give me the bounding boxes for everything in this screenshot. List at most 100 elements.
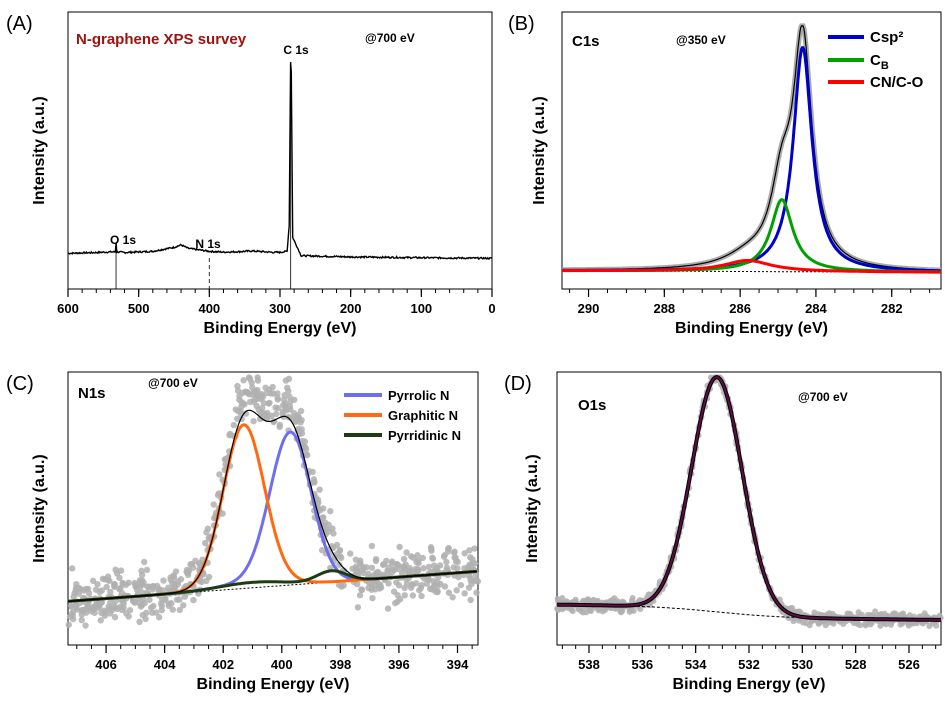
data-point bbox=[173, 596, 181, 603]
data-point bbox=[795, 617, 802, 624]
data-point bbox=[443, 558, 450, 566]
data-point bbox=[244, 389, 251, 396]
data-point bbox=[430, 562, 438, 569]
data-point bbox=[862, 620, 869, 627]
x-tick-label: 200 bbox=[340, 301, 362, 316]
data-point bbox=[144, 583, 151, 590]
data-point bbox=[576, 606, 583, 613]
data-point bbox=[184, 571, 192, 579]
data-point bbox=[280, 401, 287, 409]
data-point bbox=[183, 566, 191, 573]
data-point bbox=[70, 593, 77, 600]
x-tick-label: 394 bbox=[447, 657, 469, 672]
data-point bbox=[256, 415, 264, 423]
data-point bbox=[452, 558, 460, 565]
data-point bbox=[323, 526, 330, 533]
data-point bbox=[336, 561, 343, 568]
data-point bbox=[637, 606, 644, 613]
x-tick-label: 534 bbox=[685, 657, 707, 672]
data-point bbox=[830, 620, 837, 627]
data-point bbox=[176, 606, 183, 614]
data-point bbox=[369, 594, 376, 602]
data-point bbox=[594, 597, 601, 604]
y-axis-label: Intensity (a.u.) bbox=[524, 454, 541, 562]
data-point bbox=[126, 606, 134, 614]
data-point bbox=[210, 501, 217, 508]
data-point bbox=[253, 402, 260, 410]
fit-outline bbox=[557, 375, 941, 622]
data-point bbox=[473, 589, 480, 596]
data-point bbox=[297, 419, 304, 426]
data-point bbox=[67, 602, 75, 610]
data-point bbox=[471, 545, 478, 552]
data-point bbox=[80, 587, 88, 594]
x-tick-label: 284 bbox=[805, 301, 827, 316]
data-point bbox=[877, 622, 884, 629]
y-axis-label: Intensity (a.u.) bbox=[31, 96, 48, 204]
data-point bbox=[347, 550, 354, 557]
data-point bbox=[425, 563, 432, 571]
data-point bbox=[450, 564, 457, 571]
data-point bbox=[466, 547, 473, 554]
data-point bbox=[149, 583, 156, 590]
data-point bbox=[262, 384, 269, 391]
data-point bbox=[113, 570, 121, 577]
data-point bbox=[165, 602, 173, 610]
data-point bbox=[303, 451, 310, 458]
x-tick-label: 290 bbox=[578, 301, 600, 316]
data-point bbox=[473, 576, 480, 584]
data-point bbox=[82, 622, 89, 629]
data-point bbox=[803, 620, 810, 627]
data-point bbox=[136, 618, 143, 626]
data-point bbox=[77, 607, 85, 614]
data-point bbox=[117, 584, 124, 592]
data-point bbox=[160, 577, 167, 584]
data-point bbox=[428, 547, 435, 554]
data-point bbox=[111, 613, 119, 621]
data-point bbox=[403, 549, 410, 556]
data-point bbox=[408, 581, 416, 588]
data-point bbox=[201, 539, 209, 547]
data-point bbox=[388, 558, 396, 565]
data-point bbox=[260, 399, 268, 407]
data-point bbox=[465, 563, 472, 571]
data-point bbox=[192, 557, 199, 565]
plot-frame bbox=[67, 11, 493, 290]
data-point bbox=[292, 418, 299, 425]
data-point bbox=[330, 530, 337, 537]
data-point bbox=[400, 555, 408, 563]
data-point bbox=[394, 598, 401, 605]
data-point bbox=[283, 407, 290, 414]
data-point bbox=[269, 383, 276, 391]
data-point bbox=[65, 621, 72, 628]
data-point bbox=[461, 550, 468, 557]
x-tick-label: 288 bbox=[653, 301, 675, 316]
data-point bbox=[847, 610, 854, 617]
data-point bbox=[385, 580, 392, 587]
data-point bbox=[146, 596, 153, 603]
data-point bbox=[241, 401, 248, 408]
data-point bbox=[372, 557, 380, 565]
energy-note: @700 eV bbox=[798, 390, 848, 404]
peak-label: C 1s bbox=[283, 43, 309, 57]
data-point bbox=[274, 390, 281, 397]
data-point bbox=[143, 566, 151, 574]
data-point bbox=[333, 550, 341, 558]
data-point bbox=[190, 596, 197, 604]
data-point bbox=[319, 514, 326, 522]
data-point bbox=[98, 587, 106, 594]
panel-label-d: (D) bbox=[504, 373, 532, 395]
data-point bbox=[396, 566, 403, 573]
x-tick-label: 538 bbox=[578, 657, 600, 672]
data-point bbox=[136, 580, 143, 587]
x-tick-label: 532 bbox=[738, 657, 760, 672]
data-point bbox=[365, 584, 372, 592]
chart-title: C1s bbox=[572, 33, 600, 50]
data-point bbox=[250, 417, 257, 425]
data-point bbox=[373, 569, 380, 576]
data-point bbox=[410, 554, 417, 561]
data-point bbox=[104, 576, 112, 584]
data-point bbox=[139, 611, 146, 619]
data-point bbox=[401, 592, 408, 599]
data-point bbox=[290, 409, 298, 417]
